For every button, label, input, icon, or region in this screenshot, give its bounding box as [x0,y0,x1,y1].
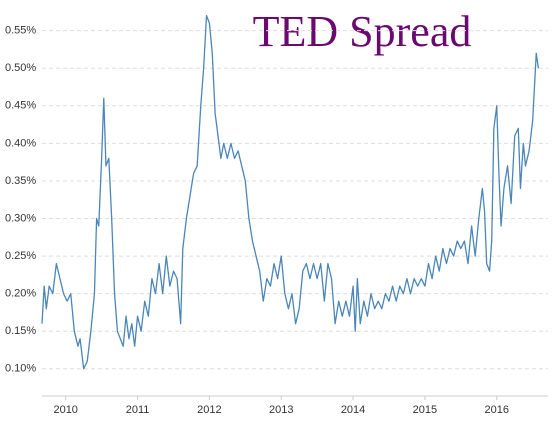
y-tick-label: 0.25% [5,250,36,262]
y-tick-label: 0.30% [5,212,36,224]
x-tick-label: 2012 [197,404,221,416]
y-tick-label: 0.50% [5,62,36,74]
chart-title: TED Spread [253,7,472,56]
y-tick-label: 0.55% [5,25,36,37]
y-tick-label: 0.45% [5,100,36,112]
x-tick-label: 2011 [126,404,150,416]
y-tick-label: 0.15% [5,325,36,337]
data-line [41,15,540,370]
y-tick-label: 0.20% [5,288,36,300]
y-tick-label: 0.10% [5,363,36,375]
x-tick-label: 2015 [413,404,437,416]
x-tick-label: 2010 [53,404,77,416]
x-tick-label: 2016 [484,404,508,416]
y-tick-label: 0.35% [5,175,36,187]
x-tick-label: 2014 [341,404,365,416]
x-tick-label: 2013 [269,404,293,416]
y-tick-label: 0.40% [5,137,36,149]
